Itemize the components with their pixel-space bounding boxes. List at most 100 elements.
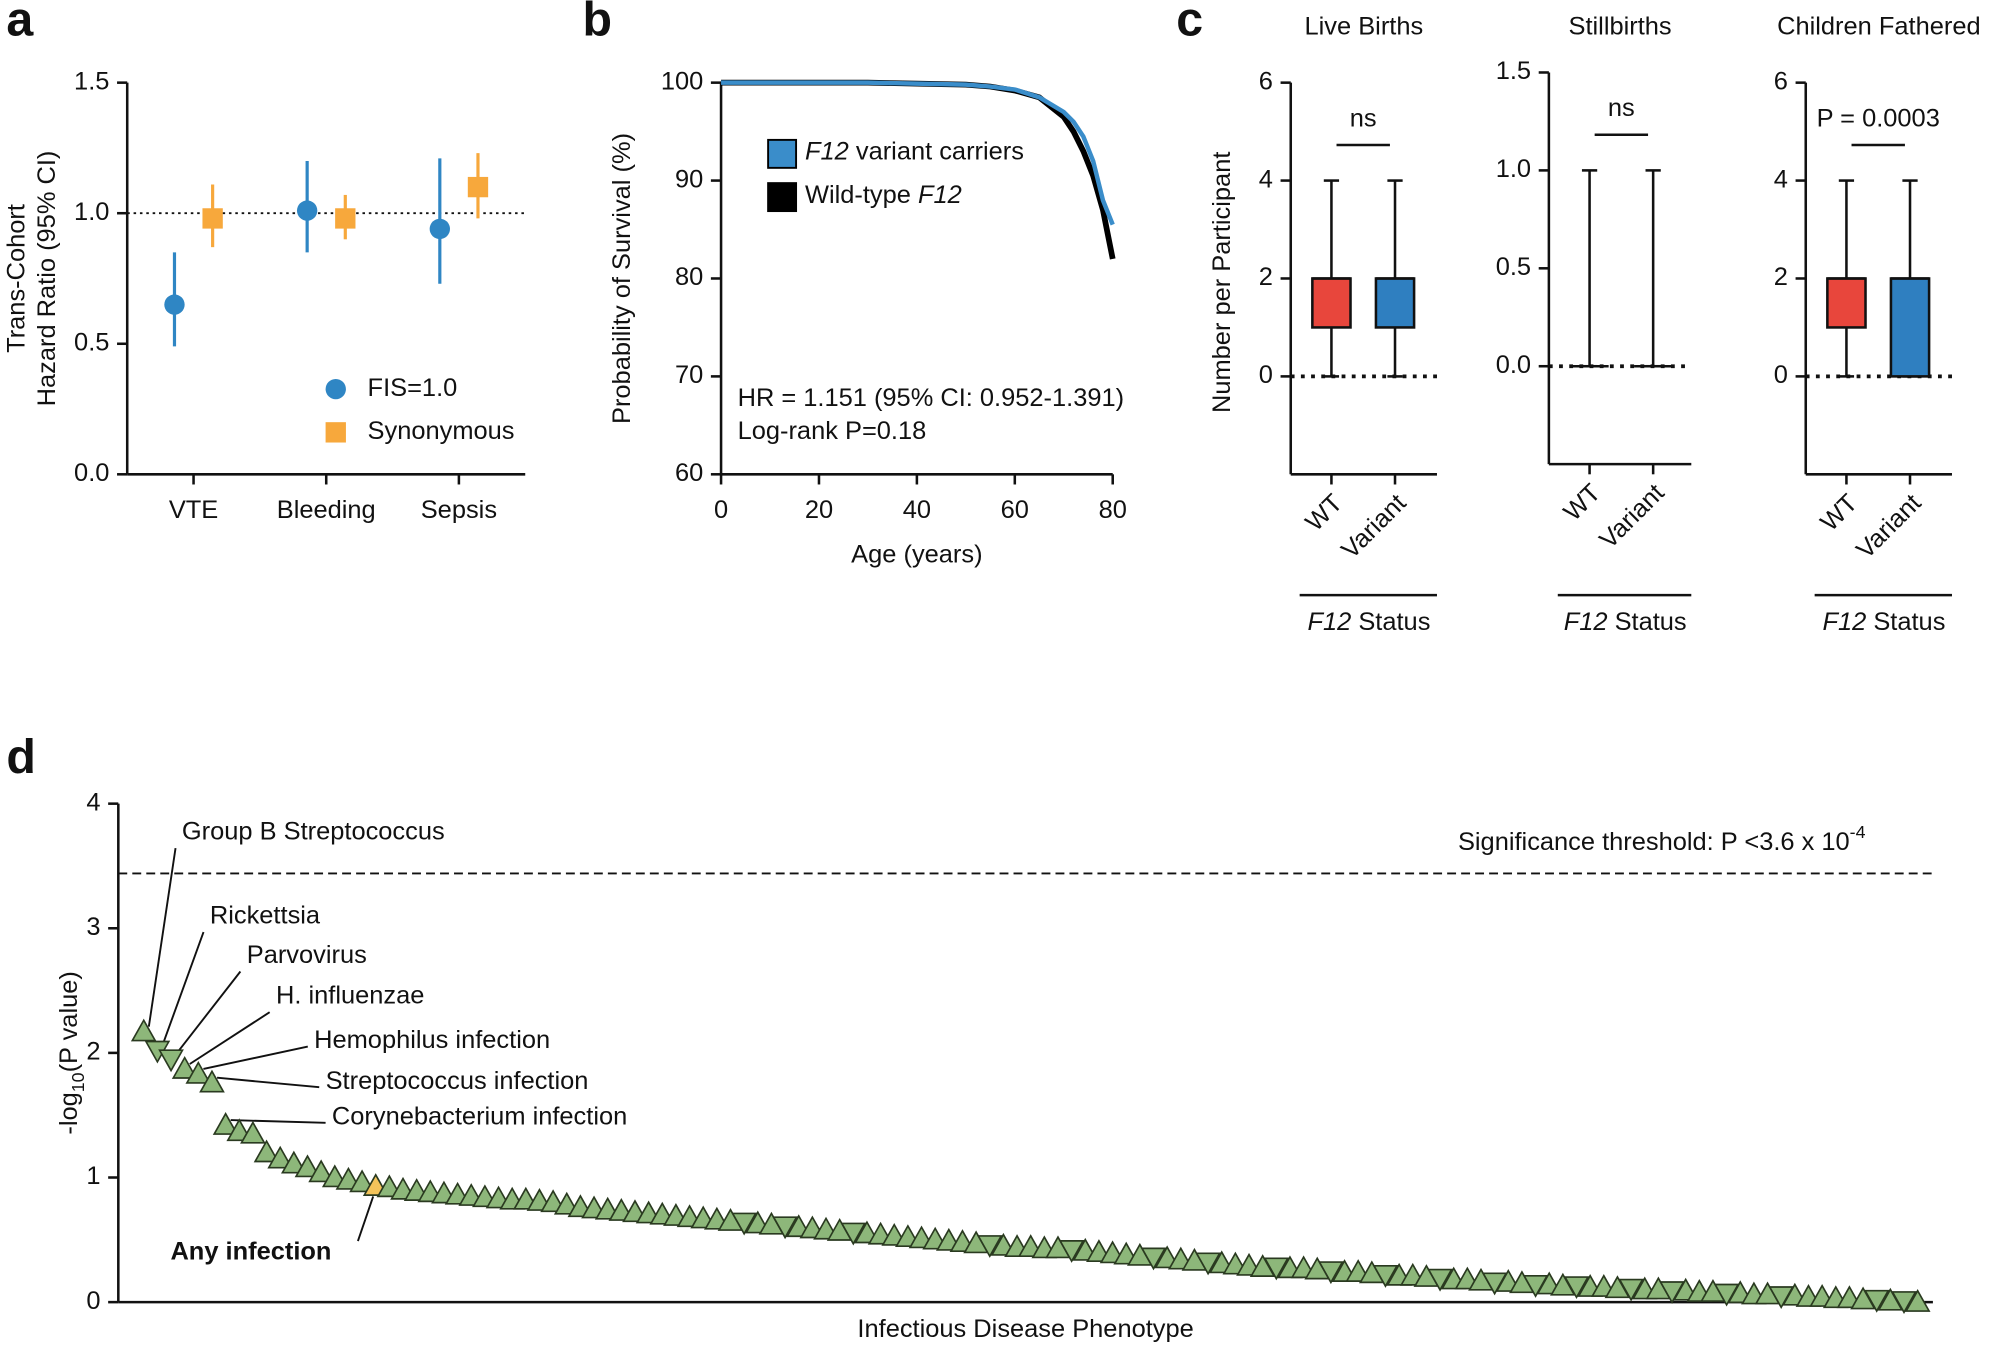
y-tick-label: 4	[1259, 165, 1273, 193]
annotation: HR = 1.151 (95% CI: 0.952-1.391)	[738, 384, 1125, 412]
text-run: F12	[805, 137, 849, 165]
text-run: F12	[1564, 608, 1608, 636]
x-axis-label: F12 Status	[1564, 608, 1687, 636]
y-tick-label: 4	[86, 788, 100, 816]
point-label: Corynebacterium infection	[332, 1102, 627, 1130]
x-tick-label: VTE	[169, 496, 218, 524]
x-tick-label: Variant	[1594, 479, 1669, 554]
phenotype-point	[267, 1145, 294, 1169]
point-label: H. influenzae	[276, 982, 424, 1010]
point-label: Parvovirus	[247, 941, 367, 969]
leader-line	[147, 848, 177, 1027]
legend-label: Synonymous	[368, 417, 515, 445]
phenotype-point	[772, 1216, 798, 1240]
y-tick-label: 1.5	[74, 67, 109, 95]
phenotype-point	[158, 1049, 184, 1073]
significance-label: P = 0.0003	[1817, 104, 1940, 132]
point	[467, 176, 489, 198]
phenotype-point	[294, 1154, 321, 1178]
x-tick-label: Variant	[1336, 489, 1411, 564]
point-label: Any infection	[170, 1237, 331, 1265]
text-run: Status	[1866, 608, 1945, 636]
phenotype-point	[976, 1235, 1003, 1258]
y-tick-label: 1.0	[74, 198, 109, 226]
phenotype-point	[253, 1139, 280, 1163]
text-run: F12	[918, 181, 962, 209]
phenotype-point	[1372, 1264, 1399, 1288]
text-run: F12	[1307, 608, 1351, 636]
panel-letter: c	[1176, 0, 1203, 47]
phenotype-point	[1058, 1240, 1085, 1263]
y-tick-label: 3	[86, 913, 100, 941]
phenotype-point	[1904, 1288, 1931, 1312]
x-tick-label: 40	[903, 496, 931, 524]
legend-swatch	[767, 182, 798, 213]
panel-title: Live Births	[1305, 13, 1424, 41]
survival-line	[721, 80, 1115, 226]
y-axis-label: -log10(P value)	[55, 971, 88, 1134]
panel-letter: d	[6, 730, 36, 784]
y-tick-label: 1.5	[1496, 57, 1531, 85]
y-tick-label: 2	[1774, 263, 1788, 291]
box	[1311, 277, 1352, 329]
y-tick-label: 100	[661, 67, 703, 95]
x-tick-label: 0	[714, 496, 728, 524]
y-label-subscript: 10	[68, 1072, 88, 1092]
phenotype-point	[240, 1120, 266, 1144]
x-tick-label: Sepsis	[421, 496, 497, 524]
significance-label: ns	[1350, 104, 1377, 132]
y-tick-label: 90	[675, 165, 703, 193]
point-label: Group B Streptococcus	[182, 818, 445, 846]
phenotype-point	[840, 1222, 867, 1246]
threshold-exponent: -4	[1850, 822, 1866, 842]
y-tick-label: 1	[86, 1162, 100, 1190]
survival-line	[721, 79, 1116, 260]
point	[335, 208, 356, 229]
x-tick-label: WT	[1558, 479, 1606, 527]
text-run: variant carriers	[849, 137, 1024, 165]
x-tick-label: WT	[1300, 489, 1348, 537]
x-tick-label: 20	[805, 496, 833, 524]
y-tick-label: 60	[675, 459, 703, 487]
phenotype-point	[1563, 1276, 1590, 1300]
phenotype-point	[130, 1018, 157, 1042]
point	[429, 218, 450, 240]
legend-swatch	[767, 138, 798, 169]
legend-label: FIS=1.0	[368, 374, 458, 402]
box	[1826, 277, 1867, 329]
phenotype-point	[280, 1150, 307, 1174]
y-tick-label: 0	[1774, 361, 1788, 389]
box	[1374, 277, 1416, 329]
phenotype-point	[1891, 1291, 1917, 1315]
phenotype-point	[185, 1060, 212, 1084]
point	[164, 294, 185, 315]
x-tick-label: 60	[1001, 496, 1029, 524]
threshold-text: Significance threshold: P <3.6 x 10	[1458, 828, 1850, 856]
y-tick-label: 4	[1774, 165, 1788, 193]
leader-line	[216, 1076, 320, 1089]
y-axis-label: Hazard Ratio (95% CI)	[33, 151, 61, 407]
annotation: Log-rank P=0.18	[738, 417, 927, 445]
x-axis-label: F12 Status	[1307, 608, 1430, 636]
y-axis-label: Number per Participant	[1208, 152, 1236, 413]
point	[296, 200, 318, 221]
x-tick-label: 80	[1099, 496, 1127, 524]
y-tick-label: 0.5	[74, 328, 109, 356]
phenotype-point	[308, 1159, 334, 1183]
leader-line	[189, 1011, 271, 1065]
legend-marker	[325, 378, 346, 400]
leader-line	[203, 1045, 308, 1070]
text-run: Status	[1608, 608, 1687, 636]
point-label: Streptococcus infection	[326, 1067, 589, 1095]
y-tick-label: 0.5	[1496, 253, 1531, 281]
phenotype-point	[1140, 1247, 1167, 1271]
x-axis-label: Infectious Disease Phenotype	[857, 1315, 1193, 1343]
leader-line	[175, 970, 242, 1055]
y-axis-label: Probability of Survival (%)	[608, 133, 636, 424]
phenotype-point	[171, 1055, 198, 1079]
y-label-text: (P value)	[55, 971, 83, 1072]
y-label-text: -log	[55, 1092, 83, 1134]
y-tick-label: 2	[86, 1038, 100, 1066]
phenotype-point	[1318, 1261, 1344, 1285]
